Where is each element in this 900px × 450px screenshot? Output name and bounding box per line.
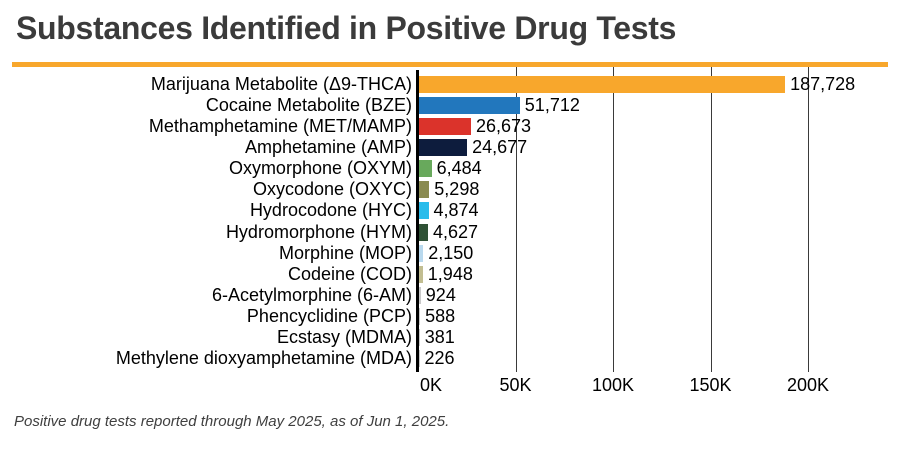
value-label: 26,673 xyxy=(476,115,532,136)
bar xyxy=(419,138,468,156)
category-label: Cocaine Metabolite (BZE) xyxy=(205,94,412,115)
bar xyxy=(419,75,786,93)
x-tick-label: 150K xyxy=(689,375,732,395)
bar xyxy=(419,181,430,199)
category-label: Oxymorphone (OXYM) xyxy=(228,158,412,179)
value-label: 4,627 xyxy=(433,221,479,242)
bar xyxy=(419,202,429,220)
value-label: 381 xyxy=(424,327,455,348)
bar xyxy=(419,265,423,283)
y-axis-line xyxy=(416,70,419,372)
gridline xyxy=(613,67,614,372)
value-label: 226 xyxy=(424,348,455,369)
page-title: Substances Identified in Positive Drug T… xyxy=(16,10,677,46)
value-label: 588 xyxy=(425,306,456,327)
value-label: 2,150 xyxy=(428,242,474,263)
value-label: 4,874 xyxy=(433,200,479,221)
bar xyxy=(419,244,424,262)
category-label: Hydrocodone (HYC) xyxy=(249,200,412,221)
category-label: Methamphetamine (MET/MAMP) xyxy=(148,115,412,136)
category-label: Oxycodone (OXYC) xyxy=(252,179,412,200)
bar xyxy=(419,329,420,347)
x-tick-label: 0K xyxy=(419,375,443,395)
bar xyxy=(419,308,421,326)
value-label: 51,712 xyxy=(524,94,580,115)
value-label: 187,728 xyxy=(790,73,856,94)
x-tick-label: 200K xyxy=(786,375,830,395)
bar xyxy=(419,350,420,368)
bar xyxy=(419,96,520,114)
category-label: Methylene dioxyamphetamine (MDA) xyxy=(115,348,412,369)
category-label: Ecstasy (MDMA) xyxy=(277,327,412,348)
x-tick-label: 100K xyxy=(591,375,635,395)
category-label: 6-Acetylmorphine (6-AM) xyxy=(211,285,412,305)
bar xyxy=(419,287,421,304)
x-tick-label: 50K xyxy=(499,375,532,395)
category-label: Marijuana Metabolite (Δ9-THCA) xyxy=(150,73,412,94)
category-label: Amphetamine (AMP) xyxy=(244,136,412,157)
footnote: Positive drug tests reported through May… xyxy=(14,413,450,430)
bar xyxy=(419,117,471,135)
category-label: Phencyclidine (PCP) xyxy=(246,306,412,327)
title-divider xyxy=(12,62,888,67)
value-label: 5,298 xyxy=(434,179,480,200)
gridline xyxy=(808,67,809,372)
category-label: Hydromorphone (HYM) xyxy=(225,221,412,242)
gridline xyxy=(515,67,517,372)
bar xyxy=(419,160,432,178)
gridline xyxy=(710,67,712,372)
value-label: 924 xyxy=(425,285,456,305)
bar xyxy=(419,223,428,241)
value-label: 6,484 xyxy=(436,158,482,179)
value-label: 1,948 xyxy=(427,263,473,284)
category-label: Codeine (COD) xyxy=(287,263,412,284)
category-label: Morphine (MOP) xyxy=(278,242,412,263)
value-label: 24,677 xyxy=(472,136,528,157)
